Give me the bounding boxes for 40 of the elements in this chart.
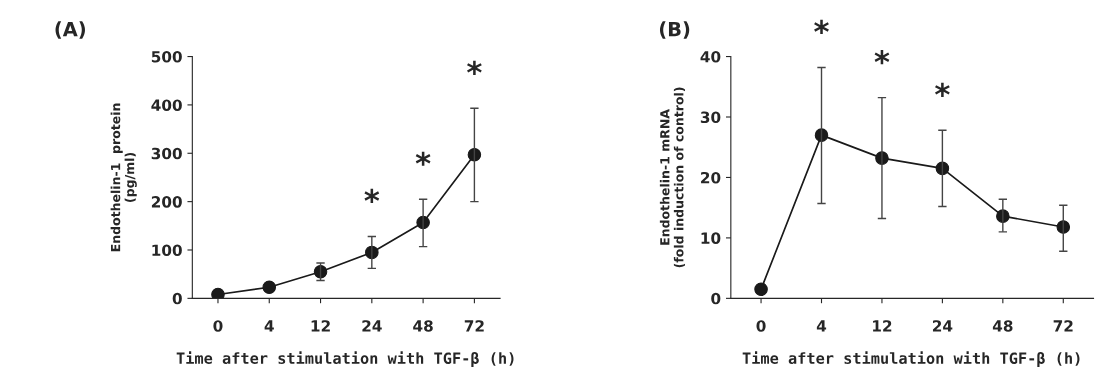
x-tick-label: 72 — [1053, 320, 1073, 332]
x-tick-label: 24 — [932, 320, 953, 332]
point — [262, 280, 277, 294]
point — [211, 287, 225, 299]
y-tick-label: 200 — [151, 196, 182, 208]
x-tick-label: 4 — [264, 320, 274, 332]
x-tick-label: 24 — [362, 320, 382, 332]
y-axis-title: Endothelin-1 mRNA (fold induction of control) — [659, 87, 686, 268]
annotation: * — [935, 82, 950, 97]
y-tick-label: 10 — [701, 232, 721, 244]
y-axis-title: Endothelin-1 protein (pg/ml) — [110, 103, 137, 252]
annotation: * — [814, 19, 829, 35]
x-tick-label: 72 — [464, 320, 484, 332]
x-tick-label: 48 — [992, 320, 1013, 332]
chart-title: (A) — [55, 21, 85, 39]
y-tick-label: 400 — [151, 99, 182, 111]
y-tick-label: 0 — [172, 292, 182, 305]
y-tick-label: 30 — [700, 111, 721, 124]
y-tick-label: 0 — [711, 292, 721, 305]
y-tick-label: 100 — [152, 244, 182, 257]
y-tick-label: 300 — [151, 147, 182, 160]
annotation: * — [467, 60, 482, 75]
y-tick-label: 40 — [700, 51, 721, 63]
y-tick-label: 500 — [151, 51, 182, 63]
x-tick-label: 12 — [311, 320, 330, 332]
x-axis-title: Time after stimulation with TGF-β (h) — [176, 351, 514, 367]
x-tick-label: 12 — [873, 320, 892, 332]
annotation: * — [415, 151, 431, 166]
point — [467, 147, 482, 162]
annotation: * — [364, 188, 380, 204]
x-axis-title: Time after stimulation with TGF-β (h) — [742, 351, 1080, 367]
x-tick-label: 0 — [213, 320, 223, 332]
x-tick-label: 4 — [816, 320, 827, 332]
chart-title: (B) — [659, 21, 690, 39]
y-tick-label: 20 — [701, 171, 721, 184]
point — [935, 161, 950, 176]
point — [754, 282, 768, 297]
x-tick-label: 0 — [756, 320, 766, 332]
annotation: * — [874, 50, 890, 65]
x-tick-label: 48 — [413, 320, 433, 332]
